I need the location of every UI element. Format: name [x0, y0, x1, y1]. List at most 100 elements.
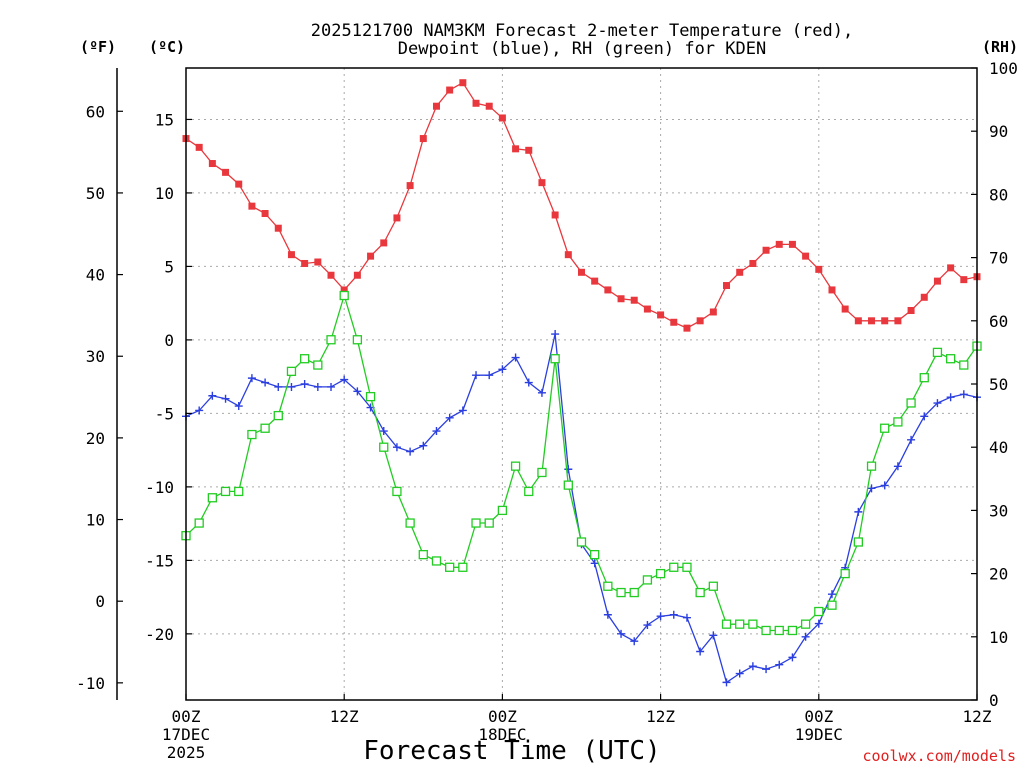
celsius-unit-label: (ºC) — [149, 38, 185, 56]
rh-point — [866, 461, 877, 471]
rh-point — [893, 417, 903, 427]
rh-point — [919, 373, 929, 383]
temperature-point — [947, 264, 955, 272]
temperature-point — [762, 246, 770, 254]
rh-point — [827, 600, 837, 610]
rh-tick-label: 0 — [989, 691, 999, 710]
celsius-tick-label: -20 — [145, 625, 174, 644]
dewpoint-point — [379, 427, 388, 436]
rh-point — [761, 625, 771, 636]
dewpoint-point — [854, 507, 863, 516]
rh-tick-label: 40 — [989, 438, 1008, 457]
temperature-point — [578, 268, 585, 276]
rh-tick-label: 90 — [989, 122, 1008, 141]
x-tick-label: 12Z — [646, 707, 675, 726]
rh-point — [932, 347, 943, 358]
temperature-point — [538, 179, 546, 187]
rh-point — [959, 360, 969, 370]
dewpoint-point — [762, 665, 771, 674]
temperature-point — [683, 324, 691, 332]
temperature-point — [604, 286, 612, 294]
rh-point — [194, 518, 204, 528]
temperature-point — [314, 258, 322, 266]
temperature-point — [657, 311, 665, 319]
rh-tick-label: 10 — [989, 628, 1008, 647]
rh-point — [471, 518, 481, 528]
dewpoint-point — [406, 447, 415, 456]
rh-point — [299, 354, 310, 364]
rh-tick-label: 70 — [989, 249, 1008, 268]
rh-point — [273, 410, 283, 421]
dewpoint-point — [419, 441, 428, 450]
temperature-point — [894, 317, 902, 325]
fahrenheit-tick-label: 40 — [86, 266, 105, 285]
dewpoint-point — [524, 378, 533, 387]
dewpoint-point — [261, 378, 270, 387]
fahrenheit-tick-label: 10 — [86, 511, 105, 530]
rh-point — [642, 575, 653, 585]
temperature-point — [406, 182, 414, 190]
dewpoint-point — [208, 391, 217, 400]
temperature-point — [736, 268, 744, 276]
dewpoint-point — [709, 631, 718, 640]
temperature-point — [907, 307, 915, 315]
dewpoint-point — [498, 365, 507, 374]
dewpoint-point — [221, 394, 230, 403]
celsius-tick-label: -10 — [145, 478, 174, 497]
rh-point — [550, 354, 560, 364]
dewpoint-point — [590, 559, 599, 568]
fahrenheit-tick-label: 0 — [95, 592, 105, 611]
temperature-point — [723, 282, 731, 290]
temperature-point — [670, 318, 678, 326]
rh-tick-label: 20 — [989, 565, 1008, 584]
rh-point — [629, 587, 639, 598]
temperature-point — [340, 286, 348, 294]
temperature-point — [301, 259, 309, 267]
fahrenheit-tick-label: 20 — [86, 429, 105, 448]
rh-point — [708, 581, 718, 591]
rh-point — [576, 537, 587, 547]
dewpoint-point — [274, 382, 283, 391]
celsius-tick-label: 5 — [164, 257, 174, 276]
rh-point — [326, 335, 336, 345]
dewpoint-point — [775, 660, 784, 669]
celsius-tick-label: 0 — [164, 331, 174, 350]
x-tick-year: 2025 — [167, 743, 206, 762]
rh-point — [260, 423, 270, 433]
rh-point — [800, 619, 811, 629]
rh-line — [185, 293, 978, 632]
axes: -10 0 10 20 30 40 50 60 -20 -15 -10 -5 0 5 10 15 0 10 20 30… — [76, 59, 1018, 762]
rh-point — [590, 549, 600, 560]
temperature-point — [327, 271, 335, 279]
dewpoint-point — [353, 387, 362, 396]
x-tick-label: 00Z — [804, 707, 833, 726]
dewpoint-point — [472, 371, 481, 380]
rh-point — [365, 391, 376, 402]
rh-point — [392, 486, 402, 497]
rh-point — [458, 562, 468, 572]
rh-point — [484, 518, 494, 528]
temperature-point — [380, 239, 388, 247]
rh-point — [379, 442, 389, 452]
temperature-point — [551, 211, 559, 219]
rh-point — [339, 290, 349, 301]
fahrenheit-tick-label: 50 — [86, 184, 105, 203]
temperature-point — [274, 224, 282, 232]
temperature-point — [828, 286, 836, 294]
dewpoint-point — [880, 481, 889, 490]
credit-link[interactable]: coolwx.com/models — [862, 747, 1016, 765]
temperature-point — [459, 79, 467, 87]
dewpoint-point — [300, 380, 309, 388]
dewpoint-point — [511, 353, 520, 362]
chart-title-line2: Dewpoint (blue), RH (green) for KDEN — [398, 39, 766, 59]
rh-point — [352, 335, 363, 345]
dewpoint-point — [788, 653, 797, 662]
temperature-point — [393, 214, 401, 222]
rh-point — [682, 562, 692, 572]
dewpoint-point — [564, 465, 573, 474]
temperature-point — [432, 102, 440, 110]
temperature-point — [775, 240, 783, 248]
dewpoint-point — [814, 619, 823, 628]
dewpoint-point — [458, 406, 467, 415]
dewpoint-point — [933, 399, 942, 408]
